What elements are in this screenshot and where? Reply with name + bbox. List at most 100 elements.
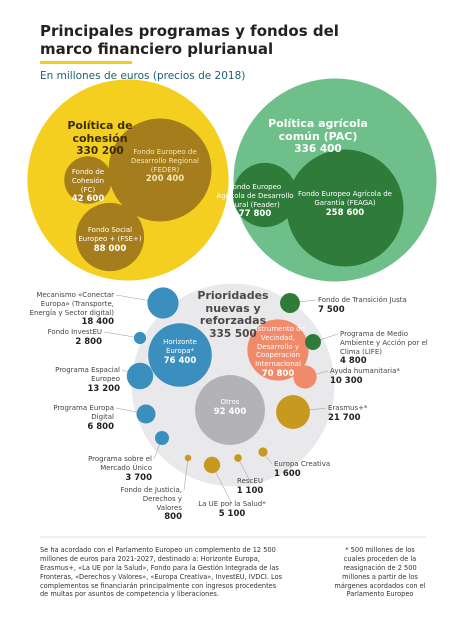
bubble [155,431,169,445]
bubble-value: 3 700 [125,472,152,483]
bubble-label: Fondo de Cohesión (FC) [71,168,105,194]
bubble-value: 70 800 [261,368,295,379]
bubble-label: Fondo Europeo Agrícola de Desarrollo Rur… [216,183,294,209]
bubble-value: 2 800 [75,336,102,347]
bubble-label: Programa sobre el Mercado Único [88,455,152,472]
leader-line [237,457,251,482]
bubble-caption: Programa Espacial Europeo 13 200 [34,366,120,394]
bubble [276,395,310,429]
bubble [133,331,147,345]
bubble-label: Prioridades nuevas y reforzadas [197,289,269,328]
bubble-value: 5 100 [218,508,246,519]
bubble [232,162,298,228]
bubble [126,362,154,390]
bubble-label: Horizonte Europa* [163,338,197,355]
bubble-value: 1 100 [236,485,264,496]
bubble [280,293,300,313]
bubble-caption: Fondo Europeo de Desarrollo Regional (FE… [120,148,210,185]
bubble-caption: Horizonte Europa* 76 400 [153,338,207,366]
bubble-caption: Fondo de Justicia, Derechos y Valores 800 [120,486,182,523]
bubble-label: RescEU [237,477,263,485]
bubble-label: Fondo de Justicia, Derechos y Valores [120,486,182,512]
bubble-caption: Fondo de Transición Justa 7 500 [318,296,410,315]
bubble-value: 336 400 [294,143,342,156]
bubble-value: 77 800 [238,209,272,220]
bubble-caption: Fondo de Cohesión (FC) 42 600 [66,168,110,205]
bubble-caption: Europa Creativa 1 600 [274,460,334,479]
bubble-label: Política agrícola común (PAC) [268,117,368,143]
leader-line [183,457,189,491]
bubble-value: 21 700 [328,412,361,423]
group-caption: Prioridades nuevas y reforzadas 335 500 [191,289,275,340]
bubble-value: 4 800 [340,356,367,367]
bubble-label: Programa Espacial Europeo [55,366,120,383]
bubble-label: Política de cohesión [67,119,133,145]
bubble [195,375,265,445]
bubble-caption: Instrumento de Vecindad, Desarrollo y Co… [249,325,307,379]
bubble-value: 800 [164,512,182,523]
bubble [234,454,242,462]
bubble-label: Erasmus+* [328,404,368,412]
bubble-value: 335 500 [209,327,257,340]
bubble-value: 7 500 [318,304,345,315]
bubble-value: 6 800 [87,421,114,432]
bubble-label: Otros [220,398,240,406]
bubble-label: Fondo de Transición Justa [318,296,407,304]
bubble-value: 200 400 [145,174,185,185]
bubble [136,404,156,424]
bubble-caption: La UE por la Salud* 5 100 [197,500,267,519]
bubble-value: 330 200 [76,145,124,158]
bubble-label: Programa Europa Digital [53,404,114,421]
bubble-label: Fondo InvestEU [47,328,102,336]
bubble-caption: Fondo InvestEU 2 800 [42,328,102,347]
bubble-value: 1 600 [274,468,301,479]
bubble-caption: Fondo Social Europeo + (FSE+) 88 000 [78,226,142,254]
bubble-value: 76 400 [163,355,197,366]
bubble [258,447,268,457]
chart-title: Principales programas y fondos del marco… [40,22,339,58]
bubble-caption: Programa Europa Digital 6 800 [34,404,114,432]
bubble-caption: RescEU 1 100 [230,477,270,496]
footnote: * 500 millones de los cuales proceden de… [334,546,426,599]
bubble-caption: Fondo Europeo Agrícola de Garantía (FEAG… [297,190,393,218]
bubble-caption: Programa de Medio Ambiente y Acción por … [340,330,438,367]
bubble [293,365,317,389]
bubble-caption: Otros 92 400 [205,398,255,417]
bubble [75,202,145,272]
bubble-value: 10 300 [330,375,363,386]
bubble [147,287,179,319]
bubble-caption: Ayuda humanitaria* 10 300 [330,367,400,386]
bubble-label: Fondo Europeo Agrícola de Garantía (FEAG… [298,190,392,207]
bubble [203,456,221,474]
bubble-label: Europa Creativa [274,460,331,468]
bubble-label: Ayuda humanitaria* [330,367,400,375]
group-caption: Política de cohesión 330 200 [60,119,140,158]
bubble-label: Mecanismo «Conectar Europa» (Transporte,… [29,291,114,317]
bubble [247,319,309,381]
title-accent [40,61,132,64]
footnote: Se ha acordado con el Parlamento Europeo… [40,546,283,599]
chart-subtitle: En millones de euros (precios de 2018) [40,70,246,82]
bubble-value: 18 400 [81,317,114,328]
bubble [305,334,321,350]
bubble-label: Fondo Europeo de Desarrollo Regional (FE… [131,148,199,174]
bubble-label: La UE por la Salud* [198,500,266,508]
bubble-value: 258 600 [325,207,365,218]
bubble-caption: Fondo Europeo Agrícola de Desarrollo Rur… [215,183,295,220]
bubble-value: 92 400 [213,406,247,417]
bubble-caption: Programa sobre el Mercado Único 3 700 [62,455,152,483]
bubble [286,149,404,267]
bubble-value: 88 000 [93,243,127,254]
bubble-caption: Mecanismo «Conectar Europa» (Transporte,… [28,291,114,328]
group-caption: Política agrícola común (PAC) 336 400 [268,117,368,156]
bubble [64,156,112,204]
bubble-caption: Erasmus+* 21 700 [328,404,378,423]
bubble-label: Instrumento de Vecindad, Desarrollo y Co… [251,325,305,368]
bubble-label: Fondo Social Europeo + (FSE+) [78,226,142,243]
bubble-value: 13 200 [87,383,120,394]
bubble [108,118,212,222]
bubble-label: Programa de Medio Ambiente y Acción por … [340,330,428,356]
bubble [184,454,192,462]
